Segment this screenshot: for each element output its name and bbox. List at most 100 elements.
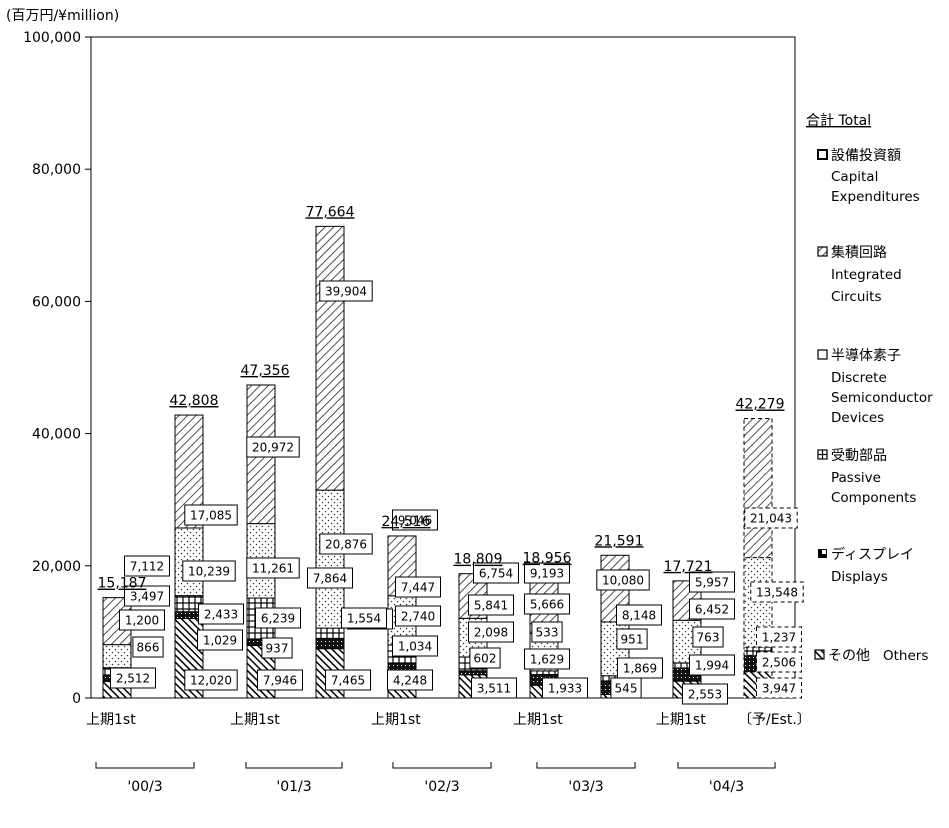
value-label-text: 3,947 (762, 682, 796, 696)
legend-passive-ja: 受動部品 (831, 448, 887, 464)
value-label-text: 2,506 (762, 656, 796, 670)
bar-segment (315, 225, 345, 491)
value-label-box (132, 636, 164, 658)
value-label-text: 1,237 (762, 631, 796, 645)
year-bracket: '02/3 (392, 762, 492, 795)
value-label-box (198, 603, 244, 625)
value-label-box (246, 557, 300, 579)
legend-item-passive: 受動部品 Passive Components (817, 448, 916, 506)
total-label: 47,356 (241, 363, 290, 379)
value-label-text: 937 (266, 642, 289, 656)
value-label-text: 6,239 (261, 612, 295, 626)
year-label: '02/3 (424, 779, 459, 795)
value-label-text: 951 (621, 633, 644, 647)
value-label-text: 602 (474, 652, 497, 666)
value-label-box (750, 581, 804, 603)
value-label: 7,465 (325, 669, 371, 691)
value-label-box (471, 677, 517, 699)
bracket-line (677, 762, 776, 769)
value-label: 9,046 (392, 509, 438, 531)
legend-discrete-ja: 半導体素子 (831, 348, 901, 364)
legend-item-others: その他 Others (814, 648, 928, 664)
legend-capex-ja: 設備投資額 (831, 148, 901, 164)
value-label: 20,972 (246, 436, 300, 458)
total-label: 21,591 (595, 533, 644, 549)
legend: 合計 Total 設備投資額 Capital Expenditures 集積回路… (806, 113, 933, 664)
value-label-text: 7,447 (401, 581, 435, 595)
legend-capex-en2: Expenditures (831, 189, 920, 205)
value-label: 7,112 (124, 555, 170, 577)
value-label-text: 9,046 (398, 514, 432, 528)
value-label: 1,034 (392, 635, 438, 657)
value-label: 1,933 (542, 677, 588, 699)
value-label: 2,433 (198, 603, 244, 625)
value-label: 3,497 (124, 585, 170, 607)
total-label: 18,956 (523, 551, 572, 567)
value-label-text: 9,193 (530, 567, 564, 581)
value-label-text: 20,876 (325, 538, 367, 552)
bar-segment (529, 670, 559, 675)
legend-discrete-en3: Devices (831, 410, 884, 426)
value-label-box (395, 576, 441, 598)
value-label-box (124, 555, 170, 577)
value-label: 2,512 (110, 667, 156, 689)
legend-passive-en2: Components (831, 490, 916, 506)
value-label-text: 8,148 (622, 609, 656, 623)
value-label: 1,869 (617, 657, 663, 679)
value-label-box (261, 637, 293, 659)
bar-segment (315, 627, 345, 639)
value-label: 763 (692, 626, 724, 648)
value-label-text: 1,629 (530, 653, 564, 667)
bracket-line (392, 762, 492, 769)
value-label: 6,452 (689, 598, 735, 620)
value-label-text: 6,754 (479, 567, 513, 581)
y-axis: 0 20,000 40,000 60,000 80,000 100,000 (23, 30, 91, 707)
bracket-line (95, 762, 195, 769)
value-label-box (616, 628, 648, 650)
value-label: 5,666 (524, 593, 570, 615)
value-label-text: 5,841 (474, 599, 508, 613)
value-label-box (184, 669, 238, 691)
value-label: 2,506 (756, 651, 802, 673)
legend-passive-en1: Passive (831, 470, 881, 486)
value-label-box (307, 567, 353, 589)
legend-discrete-en1: Discrete (831, 370, 887, 386)
value-label-box (689, 654, 735, 676)
value-label-box (325, 669, 371, 691)
value-label-box (616, 604, 662, 626)
value-label-box (617, 657, 663, 679)
value-label-text: 533 (536, 626, 559, 640)
total-label: 15,187 (98, 576, 147, 592)
total-label: 24,516 (382, 514, 431, 530)
value-label-box (197, 629, 243, 651)
legend-ic-ja: 集積回路 (831, 244, 887, 261)
bracket-line (245, 762, 343, 769)
value-label-text: 3,497 (130, 590, 164, 604)
value-label-text: 4,248 (393, 674, 427, 688)
value-label-box (756, 626, 802, 648)
plot-frame (90, 36, 796, 699)
value-label-text: 1,933 (548, 682, 582, 696)
total-label: 17,721 (664, 559, 713, 575)
legend-swatch-discrete (817, 349, 828, 360)
value-label-box (689, 598, 735, 620)
legend-others-en1: Others (883, 648, 928, 664)
value-label-text: 2,553 (688, 688, 722, 702)
value-label-text: 1,029 (203, 634, 237, 648)
value-label-box (319, 280, 373, 302)
value-label: 13,548 (750, 581, 804, 603)
legend-discrete-en2: Semiconductor (831, 390, 933, 406)
value-label: 7,946 (257, 669, 303, 691)
value-label: 17,085 (184, 504, 238, 526)
value-label-text: 1,034 (398, 640, 432, 654)
y-tick-label: 20,000 (32, 559, 81, 575)
bracket-line (536, 762, 636, 769)
legend-displays-ja: ディスプレイ (831, 546, 914, 563)
value-label: 2,553 (682, 683, 728, 705)
legend-others-ja: その他 (828, 648, 870, 664)
y-tick-label: 0 (72, 691, 81, 707)
value-label: 10,080 (596, 569, 650, 591)
bar-segment (315, 637, 345, 650)
value-label-text: 866 (137, 641, 160, 655)
legend-swatch-ic (817, 246, 828, 257)
